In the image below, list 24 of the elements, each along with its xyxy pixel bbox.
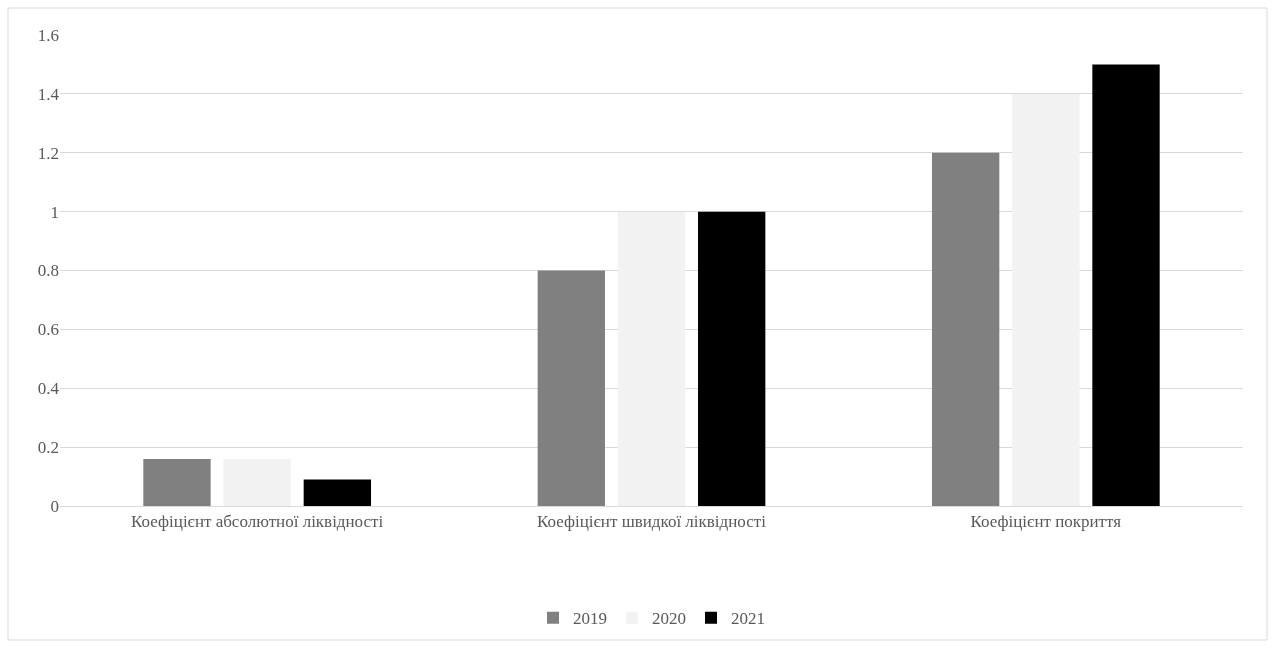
bar	[303, 479, 372, 506]
y-tick-label: 1.4	[37, 84, 60, 104]
bar	[223, 458, 291, 506]
y-tick-label: 0	[50, 496, 59, 516]
bar	[617, 211, 686, 506]
y-tick-label: 0.8	[37, 261, 59, 281]
bar	[931, 152, 1000, 506]
y-tick-label: 0.6	[37, 320, 59, 340]
x-tick-label: Коефіцієнт покриття	[970, 512, 1122, 532]
x-tick-label: Коефіцієнт швидкої ліквідності	[537, 512, 767, 532]
bar	[143, 458, 211, 506]
legend-label: 2021	[731, 609, 765, 629]
y-tick-label: 1.6	[37, 25, 59, 45]
y-tick-label: 1	[50, 202, 59, 222]
legend-label: 2020	[652, 609, 686, 629]
bar	[537, 270, 605, 506]
y-tick-label: 0.4	[37, 379, 60, 399]
bar	[1092, 64, 1160, 506]
legend-label: 2019	[573, 609, 607, 629]
x-tick-label: Коефіцієнт абсолютної ліквідності	[131, 512, 384, 532]
bar	[698, 211, 766, 506]
y-tick-label: 1.2	[37, 143, 59, 163]
y-tick-label: 0.2	[37, 438, 59, 458]
bar	[1012, 93, 1080, 506]
